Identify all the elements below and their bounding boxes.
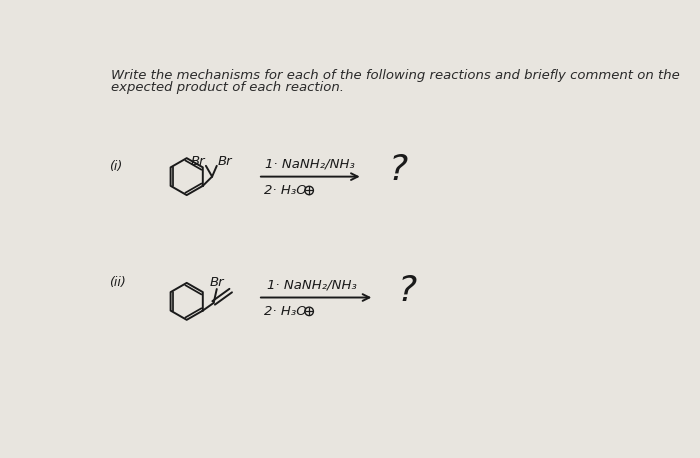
Text: 2· H₃O: 2· H₃O xyxy=(264,184,307,197)
Text: 1· NaNH₂/NH₃: 1· NaNH₂/NH₃ xyxy=(265,158,355,171)
Text: ?: ? xyxy=(398,274,416,308)
Text: (ii): (ii) xyxy=(109,276,126,289)
Text: (i): (i) xyxy=(109,160,122,173)
Text: ?: ? xyxy=(389,153,407,187)
Text: Write the mechanisms for each of the following reactions and briefly comment on : Write the mechanisms for each of the fol… xyxy=(111,69,680,82)
Text: 2· H₃O: 2· H₃O xyxy=(264,305,307,318)
Text: Br: Br xyxy=(217,155,232,168)
Text: expected product of each reaction.: expected product of each reaction. xyxy=(111,81,344,94)
Text: Br: Br xyxy=(191,155,206,168)
Text: Br: Br xyxy=(209,276,224,289)
Text: 1· NaNH₂/NH₃: 1· NaNH₂/NH₃ xyxy=(267,278,357,292)
